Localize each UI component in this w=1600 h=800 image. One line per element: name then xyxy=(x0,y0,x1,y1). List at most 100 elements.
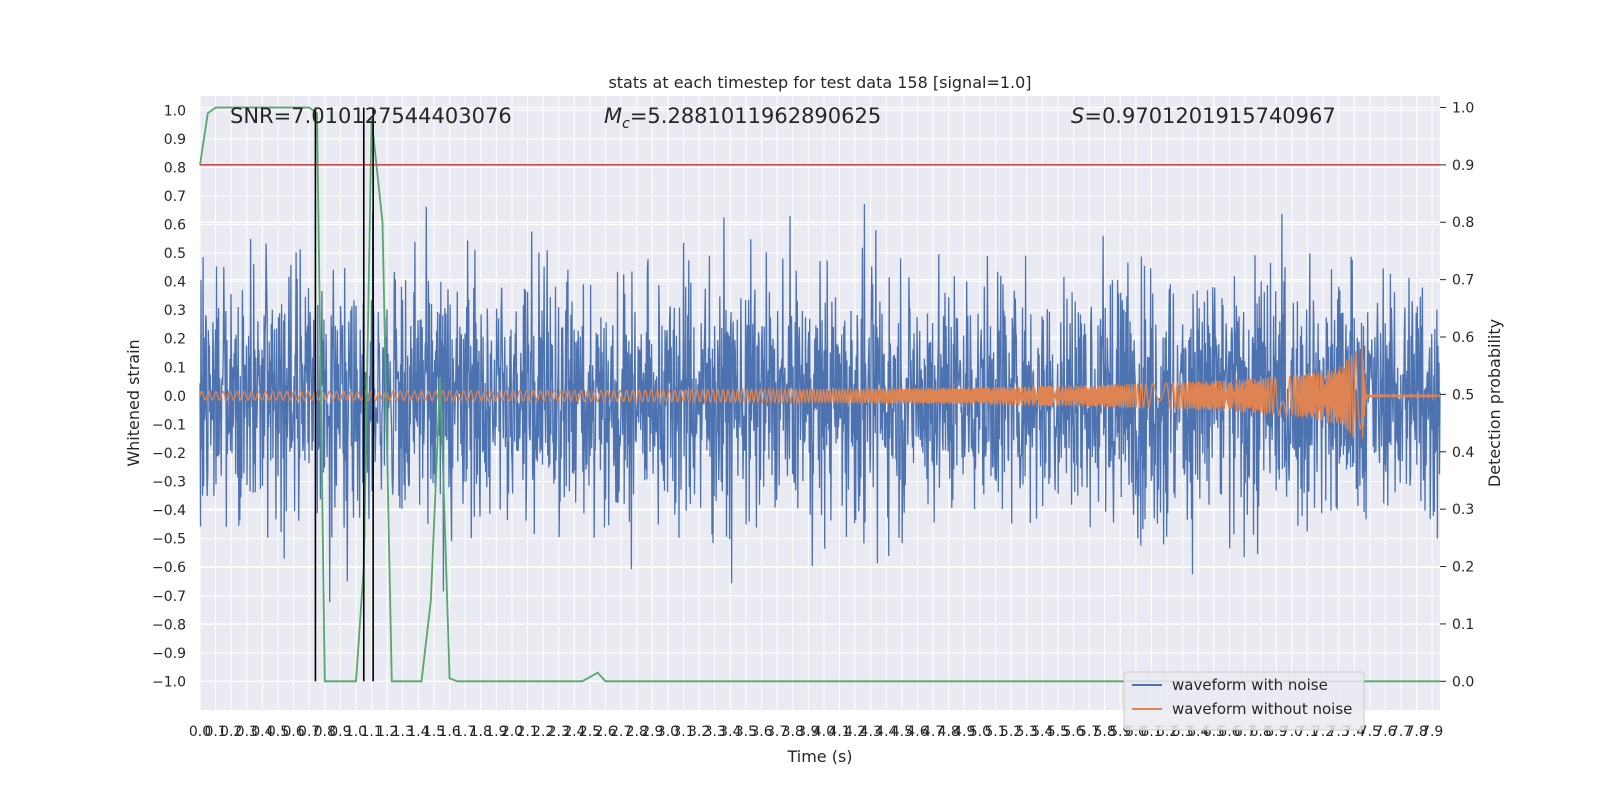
y-tick-label: −0.4 xyxy=(152,503,186,519)
x-tick-label: 3.3 xyxy=(704,724,726,740)
x-tick-label: 7.7 xyxy=(1390,724,1412,740)
x-tick-label: 2.2 xyxy=(532,724,554,740)
x-tick-label: 5.3 xyxy=(1016,724,1038,740)
x-tick-label: 0.4 xyxy=(251,724,273,740)
clean-waveform-line xyxy=(199,347,1441,439)
probability-line xyxy=(199,106,1440,683)
x-tick-label: 4.5 xyxy=(891,724,913,740)
x-tick-label: 2.0 xyxy=(501,724,523,740)
x-tick-label: 4.4 xyxy=(875,724,897,740)
x-tick-label: 3.1 xyxy=(672,724,694,740)
y-tick-label: −0.9 xyxy=(152,646,186,662)
y2-tick-label: 0.8 xyxy=(1452,215,1474,231)
x-tick-label: 3.7 xyxy=(766,724,788,740)
x-tick-label: 5.6 xyxy=(1062,724,1084,740)
x-tick-label: 3.4 xyxy=(719,724,741,740)
y-tick-label: −0.5 xyxy=(152,532,186,548)
x-tick-label: 5.5 xyxy=(1047,724,1069,740)
x-tick-label: 0.5 xyxy=(267,724,289,740)
x-tick-label: 1.7 xyxy=(454,724,476,740)
y-tick-label: 0.2 xyxy=(164,332,186,348)
legend-box xyxy=(1123,671,1365,731)
y2-tick-label: 0.6 xyxy=(1452,330,1474,346)
x-tick-label: 3.2 xyxy=(688,724,710,740)
x-tick-label: 4.0 xyxy=(813,724,835,740)
series-detection-probability xyxy=(199,106,1440,683)
y2-tick-label: 0.2 xyxy=(1452,560,1474,576)
x-tick-label: 4.9 xyxy=(953,724,975,740)
score-annotation: S=0.9701201915740967 xyxy=(1071,104,1336,128)
y-tick-label: 0.9 xyxy=(164,132,186,148)
x-tick-label: 0.0 xyxy=(189,724,211,740)
y-tick-label: −0.8 xyxy=(152,617,186,633)
chirp-mass-subscript: c xyxy=(622,116,630,132)
x-tick-label: 4.8 xyxy=(938,724,960,740)
x-tick-label: 3.8 xyxy=(782,724,804,740)
x-tick-label: 4.2 xyxy=(844,724,866,740)
x-tick-label: 1.4 xyxy=(407,724,429,740)
axes: 0.00.10.20.30.40.50.60.70.80.91.01.11.21… xyxy=(152,100,1474,740)
x-tick-label: 3.6 xyxy=(750,724,772,740)
y-tick-label: −0.3 xyxy=(152,475,186,491)
x-tick-label: 4.7 xyxy=(922,724,944,740)
x-tick-label: 7.9 xyxy=(1421,724,1443,740)
y-tick-label: 0.0 xyxy=(164,389,186,405)
marker-lines xyxy=(314,107,374,682)
x-tick-label: 5.4 xyxy=(1031,724,1053,740)
x-tick-label: 2.8 xyxy=(626,724,648,740)
x-tick-label: 0.2 xyxy=(220,724,242,740)
y-tick-label: 0.1 xyxy=(164,360,186,376)
chirp-mass-annotation: Mc=5.2881011962890625 xyxy=(604,104,881,132)
y-axis-label: Whitened strain xyxy=(124,339,143,466)
x-tick-label: 1.5 xyxy=(423,724,445,740)
x-tick-label: 5.7 xyxy=(1078,724,1100,740)
y-tick-label: −0.6 xyxy=(152,560,186,576)
x-tick-label: 2.3 xyxy=(548,724,570,740)
x-tick-label: 1.0 xyxy=(345,724,367,740)
x-tick-label: 2.7 xyxy=(610,724,632,740)
x-tick-label: 0.3 xyxy=(236,724,258,740)
x-tick-label: 5.0 xyxy=(969,724,991,740)
y2-tick-label: 0.4 xyxy=(1452,445,1474,461)
y-tick-label: −0.2 xyxy=(152,446,186,462)
y-tick-label: 0.5 xyxy=(164,246,186,262)
y-tick-label: 1.0 xyxy=(164,103,186,119)
y-tick-label: −1.0 xyxy=(152,674,186,690)
x-tick-label: 7.6 xyxy=(1374,724,1396,740)
y-tick-label: −0.1 xyxy=(152,417,186,433)
x-tick-label: 4.3 xyxy=(860,724,882,740)
x-tick-label: 1.9 xyxy=(485,724,507,740)
y-tick-label: 0.7 xyxy=(164,189,186,205)
x-tick-label: 1.1 xyxy=(360,724,382,740)
x-tick-label: 5.8 xyxy=(1094,724,1116,740)
y-tick-label: 0.6 xyxy=(164,218,186,234)
score-value: =0.9701201915740967 xyxy=(1084,104,1335,128)
x-tick-label: 1.2 xyxy=(376,724,398,740)
x-tick-label: 4.6 xyxy=(906,724,928,740)
x-tick-label: 0.9 xyxy=(329,724,351,740)
y-tick-label: −0.7 xyxy=(152,589,186,605)
x-tick-label: 5.1 xyxy=(984,724,1006,740)
chart-title: stats at each timestep for test data 158… xyxy=(608,73,1031,92)
x-tick-label: 2.1 xyxy=(516,724,538,740)
y2-tick-label: 1.0 xyxy=(1452,100,1474,116)
x-tick-label: 1.8 xyxy=(470,724,492,740)
x-tick-label: 7.8 xyxy=(1405,724,1427,740)
x-tick-label: 5.2 xyxy=(1000,724,1022,740)
x-tick-label: 3.9 xyxy=(797,724,819,740)
y2-tick-label: 0.1 xyxy=(1452,617,1474,633)
x-tick-label: 0.7 xyxy=(298,724,320,740)
x-tick-label: 2.9 xyxy=(641,724,663,740)
score-symbol: S xyxy=(1071,104,1084,128)
x-tick-label: 2.5 xyxy=(579,724,601,740)
legend-label-clean: waveform without noise xyxy=(1172,700,1352,718)
y2-tick-label: 0.5 xyxy=(1452,387,1474,403)
legend-label-noise: waveform with noise xyxy=(1172,676,1328,694)
x-axis-label: Time (s) xyxy=(786,747,852,766)
y2-tick-label: 0.7 xyxy=(1452,273,1474,289)
x-tick-label: 2.4 xyxy=(563,724,585,740)
x-tick-label: 0.1 xyxy=(204,724,226,740)
y-tick-label: 0.4 xyxy=(164,275,186,291)
x-tick-label: 0.6 xyxy=(282,724,304,740)
